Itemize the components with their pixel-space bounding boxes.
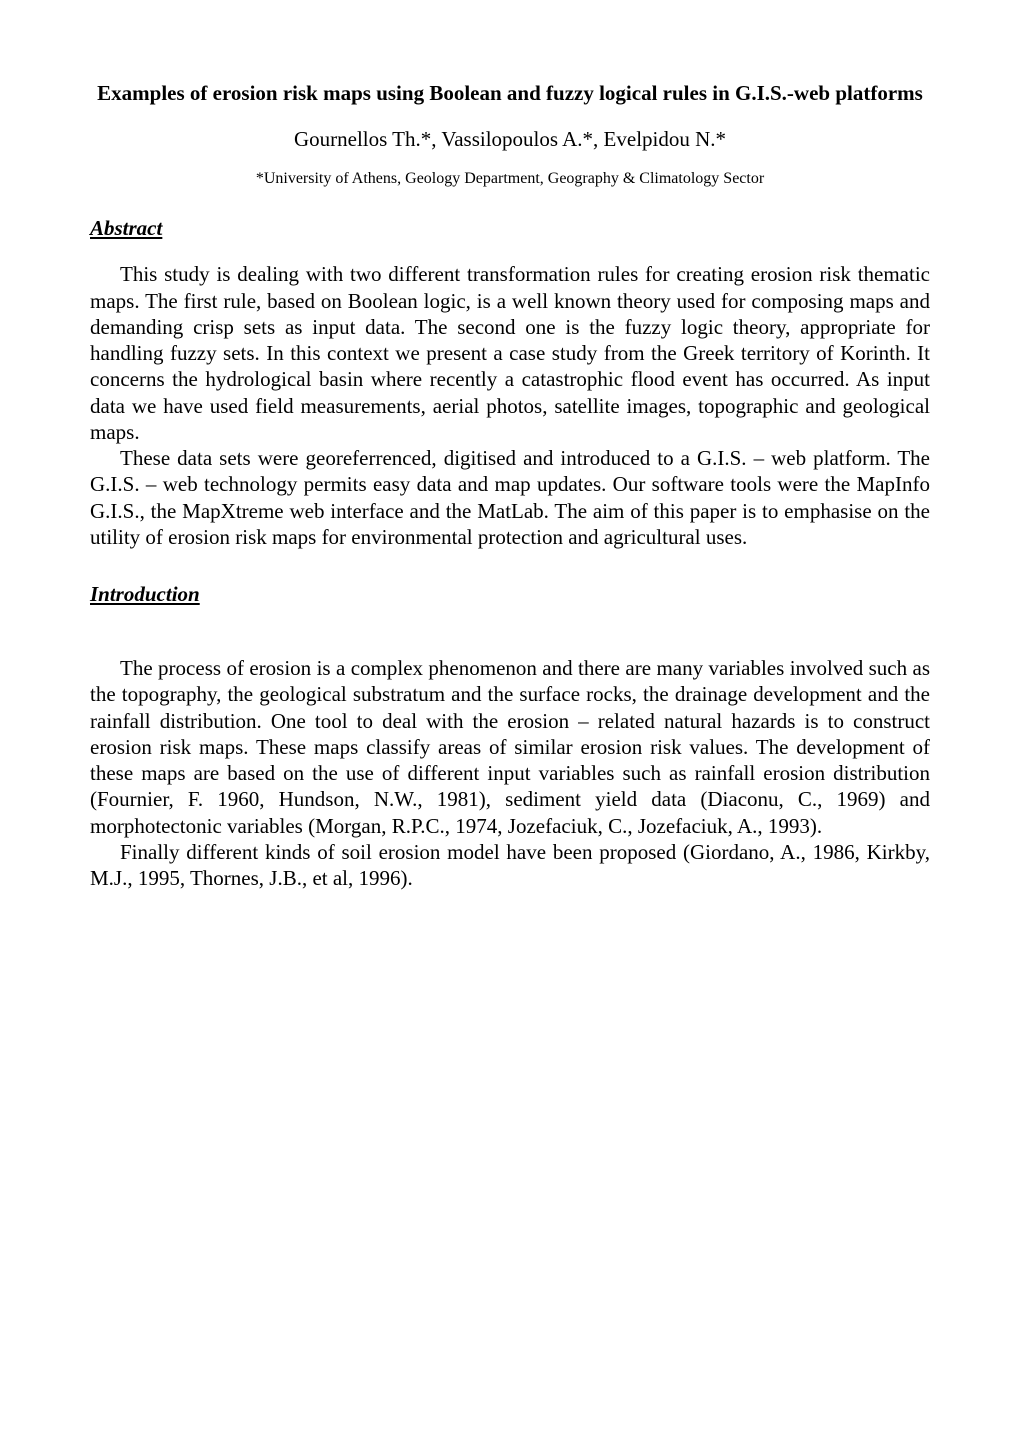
paper-affiliation: *University of Athens, Geology Departmen… <box>90 170 930 188</box>
section-spacer <box>90 627 930 655</box>
abstract-paragraph: This study is dealing with two different… <box>90 261 930 445</box>
introduction-paragraph: Finally different kinds of soil erosion … <box>90 839 930 892</box>
paper-title: Examples of erosion risk maps using Bool… <box>90 80 930 107</box>
paper-authors: Gournellos Th.*, Vassilopoulos A.*, Evel… <box>90 127 930 152</box>
abstract-paragraph: These data sets were georeferrenced, dig… <box>90 445 930 550</box>
section-spacer <box>90 550 930 572</box>
introduction-paragraph: The process of erosion is a complex phen… <box>90 655 930 839</box>
abstract-heading: Abstract <box>90 216 930 241</box>
introduction-heading: Introduction <box>90 582 930 607</box>
